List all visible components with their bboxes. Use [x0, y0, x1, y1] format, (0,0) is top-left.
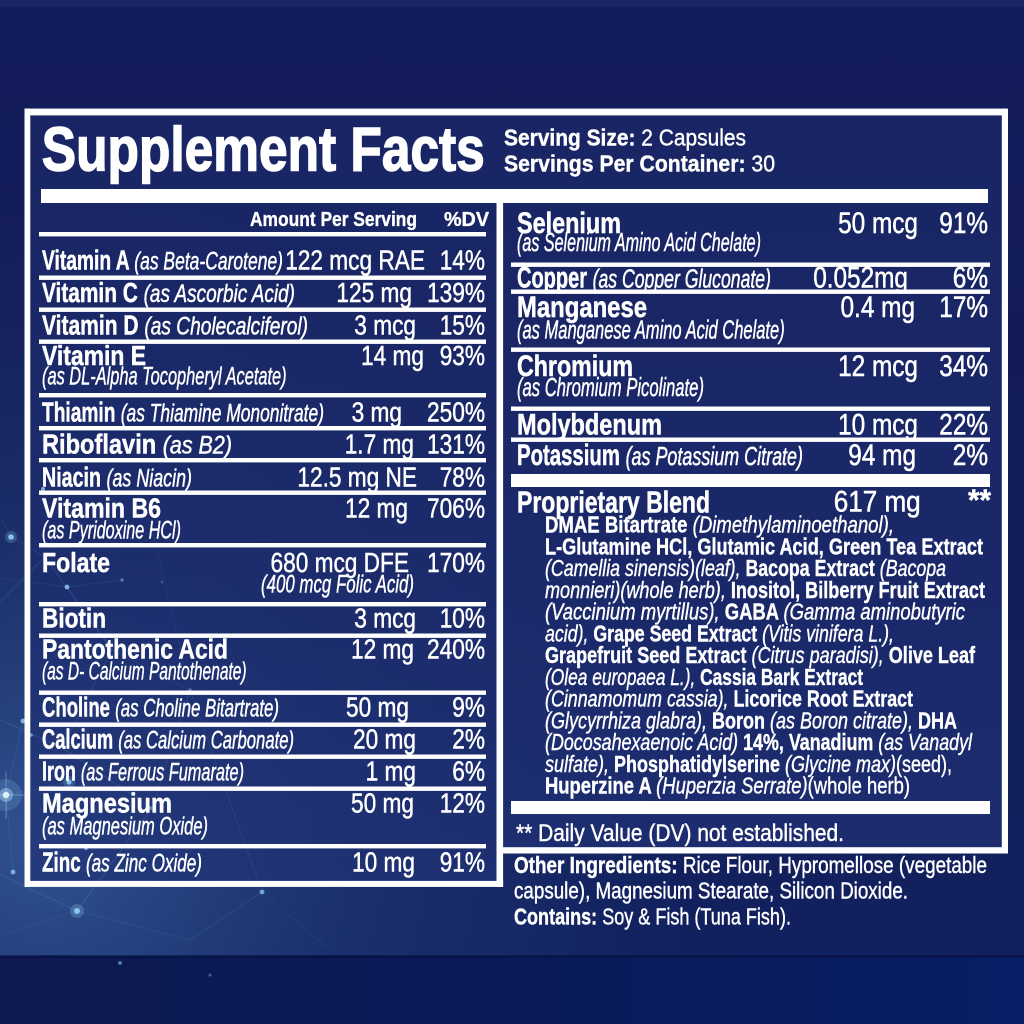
svg-text:sulfate), Phosphatidylserine (: sulfate), Phosphatidylserine (Glycine ma…	[545, 751, 952, 777]
svg-text:Folate: Folate	[42, 547, 110, 578]
svg-text:Supplement Facts: Supplement Facts	[42, 114, 485, 184]
svg-text:Magnesium: Magnesium	[42, 788, 172, 819]
svg-text:240%: 240%	[427, 634, 485, 665]
svg-text:Vitamin A (as Beta-Carotene): Vitamin A (as Beta-Carotene)	[42, 245, 283, 276]
svg-text:9%: 9%	[452, 692, 485, 723]
svg-text:Other Ingredients: Rice Flour,: Other Ingredients: Rice Flour, Hypromell…	[514, 852, 987, 878]
svg-text:(as DL-Alpha Tocopheryl Acetat: (as DL-Alpha Tocopheryl Acetate)	[42, 363, 287, 391]
svg-text:monnieri)(whole herb), Inosito: monnieri)(whole herb), Inositol, Bilberr…	[545, 577, 985, 603]
svg-text:Pantothenic Acid: Pantothenic Acid	[42, 634, 228, 665]
svg-text:50 mcg: 50 mcg	[838, 207, 918, 240]
svg-text:617 mg: 617 mg	[834, 486, 921, 519]
svg-text:(400 mcg Folic Acid): (400 mcg Folic Acid)	[261, 571, 414, 599]
svg-text:(Olea europaea L.), Cassia Bar: (Olea europaea L.), Cassia Bark Extract	[545, 664, 863, 690]
svg-text:Vitamin B6: Vitamin B6	[42, 493, 161, 524]
svg-text:Copper (as Copper Gluconate): Copper (as Copper Gluconate)	[517, 262, 771, 295]
svg-text:L-Glutamine HCl, Glutamic Acid: L-Glutamine HCl, Glutamic Acid, Green Te…	[545, 533, 983, 559]
svg-text:(as Manganese Amino Acid Chela: (as Manganese Amino Acid Chelate)	[517, 315, 785, 345]
svg-text:20 mg: 20 mg	[353, 724, 416, 755]
svg-text:Riboflavin (as B2): Riboflavin (as B2)	[42, 429, 232, 460]
svg-text:78%: 78%	[440, 462, 485, 493]
svg-text:122 mcg RAE: 122 mcg RAE	[285, 245, 425, 276]
svg-text:170%: 170%	[427, 547, 485, 578]
svg-text:%DV: %DV	[444, 208, 489, 231]
svg-text:Amount Per Serving: Amount Per Serving	[250, 208, 417, 231]
svg-text:(as Chromium Picolinate): (as Chromium Picolinate)	[517, 372, 704, 402]
svg-text:(as Pyridoxine HCl): (as Pyridoxine HCl)	[42, 517, 181, 545]
svg-text:10 mg: 10 mg	[352, 847, 415, 878]
svg-text:2%: 2%	[953, 439, 988, 472]
svg-text:17%: 17%	[939, 291, 988, 324]
svg-text:22%: 22%	[939, 409, 988, 442]
svg-text:3 mcg: 3 mcg	[354, 603, 416, 634]
svg-text:1 mg: 1 mg	[366, 756, 416, 787]
svg-text:2%: 2%	[452, 724, 485, 755]
svg-text:250%: 250%	[427, 397, 485, 428]
svg-text:91%: 91%	[440, 847, 485, 878]
svg-text:(Cinnamomum cassia), Licorice: (Cinnamomum cassia), Licorice Root Extra…	[545, 686, 913, 712]
svg-text:capsule), Magnesium Stearate,: capsule), Magnesium Stearate, Silicon Di…	[514, 878, 908, 904]
svg-text:Serving Size: 2 Capsules: Serving Size: 2 Capsules	[504, 125, 746, 151]
svg-text:(Vaccinium myrtillus), GABA (G: (Vaccinium myrtillus), GABA (Gamma amino…	[545, 599, 965, 625]
svg-text:3 mg: 3 mg	[352, 397, 402, 428]
svg-text:(as Selenium Amino Acid Chelat: (as Selenium Amino Acid Chelate)	[517, 227, 761, 257]
svg-text:12 mg: 12 mg	[351, 634, 414, 665]
svg-text:706%: 706%	[427, 493, 485, 524]
svg-text:91%: 91%	[939, 207, 988, 240]
svg-text:94 mg: 94 mg	[848, 439, 916, 472]
svg-text:Chromium: Chromium	[517, 350, 633, 383]
svg-text:Vitamin C (as Ascorbic Acid): Vitamin C (as Ascorbic Acid)	[42, 277, 295, 308]
svg-text:6%: 6%	[953, 262, 988, 295]
svg-text:Choline (as Choline Bitartrate: Choline (as Choline Bitartrate)	[42, 692, 279, 723]
svg-text:Proprietary Blend: Proprietary Blend	[517, 485, 710, 520]
svg-text:Potassium (as Potassium Citrat: Potassium (as Potassium Citrate)	[517, 439, 803, 472]
svg-text:125 mg: 125 mg	[336, 277, 412, 308]
svg-text:139%: 139%	[427, 277, 485, 308]
svg-text:(as Magnesium Oxide): (as Magnesium Oxide)	[42, 813, 208, 841]
svg-text:Huperzine A (Huperzia Serrate): Huperzine A (Huperzia Serrate)(whole her…	[545, 773, 910, 799]
svg-text:10 mcg: 10 mcg	[838, 409, 918, 442]
svg-text:12 mcg: 12 mcg	[838, 350, 918, 383]
svg-text:Contains: Soy & Fish (Tuna Fis: Contains: Soy & Fish (Tuna Fish).	[514, 904, 791, 930]
svg-text:0.052mg: 0.052mg	[813, 262, 908, 295]
svg-text:(Camellia sinensis)(leaf), Bac: (Camellia sinensis)(leaf), Bacopa Extrac…	[545, 555, 946, 581]
svg-text:Servings Per Container: 30: Servings Per Container: 30	[504, 151, 775, 177]
svg-text:Manganese: Manganese	[517, 291, 647, 324]
svg-text:50 mg: 50 mg	[346, 692, 409, 723]
svg-text:0.4 mg: 0.4 mg	[841, 291, 916, 324]
svg-text:14%: 14%	[440, 245, 485, 276]
svg-text:Molybdenum: Molybdenum	[517, 409, 662, 442]
svg-text:34%: 34%	[939, 350, 988, 383]
svg-text:Biotin: Biotin	[42, 603, 106, 634]
svg-text:Thiamin (as Thiamine Mononitra: Thiamin (as Thiamine Mononitrate)	[42, 397, 324, 428]
svg-text:Zinc (as Zinc Oxide): Zinc (as Zinc Oxide)	[42, 847, 202, 878]
svg-text:(as D- Calcium Pantothenate): (as D- Calcium Pantothenate)	[42, 658, 247, 686]
svg-text:680 mcg DFE: 680 mcg DFE	[271, 547, 410, 578]
svg-text:3 mcg: 3 mcg	[354, 309, 416, 340]
svg-text:(Docosahexaenoic Acid) 14%, Va: (Docosahexaenoic Acid) 14%, Vanadium (as…	[545, 729, 973, 755]
svg-text:** Daily Value (DV) not establ: ** Daily Value (DV) not established.	[516, 820, 844, 847]
svg-text:131%: 131%	[427, 429, 485, 460]
svg-text:10%: 10%	[440, 603, 485, 634]
svg-text:DMAE Bitartrate (Dimethylamino: DMAE Bitartrate (Dimethylaminoethanol),	[545, 512, 894, 538]
svg-text:1.7 mg: 1.7 mg	[345, 429, 414, 460]
svg-text:Vitamin E: Vitamin E	[42, 340, 146, 371]
svg-text:Selenium: Selenium	[517, 207, 621, 240]
svg-text:Grapefruit Seed Extract (Citru: Grapefruit Seed Extract (Citrus paradisi…	[545, 642, 975, 668]
svg-text:50 mg: 50 mg	[351, 788, 414, 819]
svg-text:**: **	[968, 484, 991, 517]
svg-text:12.5 mg NE: 12.5 mg NE	[297, 462, 417, 493]
svg-text:15%: 15%	[440, 309, 485, 340]
svg-text:acid), Grape Seed Extract (Vit: acid), Grape Seed Extract (Vitis vinifer…	[545, 620, 894, 646]
svg-text:12%: 12%	[440, 788, 485, 819]
svg-text:Iron (as Ferrous Fumarate): Iron (as Ferrous Fumarate)	[42, 756, 244, 787]
svg-text:12 mg: 12 mg	[345, 493, 408, 524]
svg-text:Niacin (as Niacin): Niacin (as Niacin)	[42, 462, 192, 493]
svg-text:93%: 93%	[440, 340, 485, 371]
svg-text:(Glycyrrhiza glabra), Boron (a: (Glycyrrhiza glabra), Boron (as Boron ci…	[545, 707, 957, 733]
svg-text:6%: 6%	[452, 756, 485, 787]
svg-text:Calcium (as Calcium Carbonate): Calcium (as Calcium Carbonate)	[42, 724, 294, 755]
svg-text:Vitamin D (as Cholecalciferol): Vitamin D (as Cholecalciferol)	[42, 309, 308, 340]
svg-text:14 mg: 14 mg	[361, 340, 424, 371]
